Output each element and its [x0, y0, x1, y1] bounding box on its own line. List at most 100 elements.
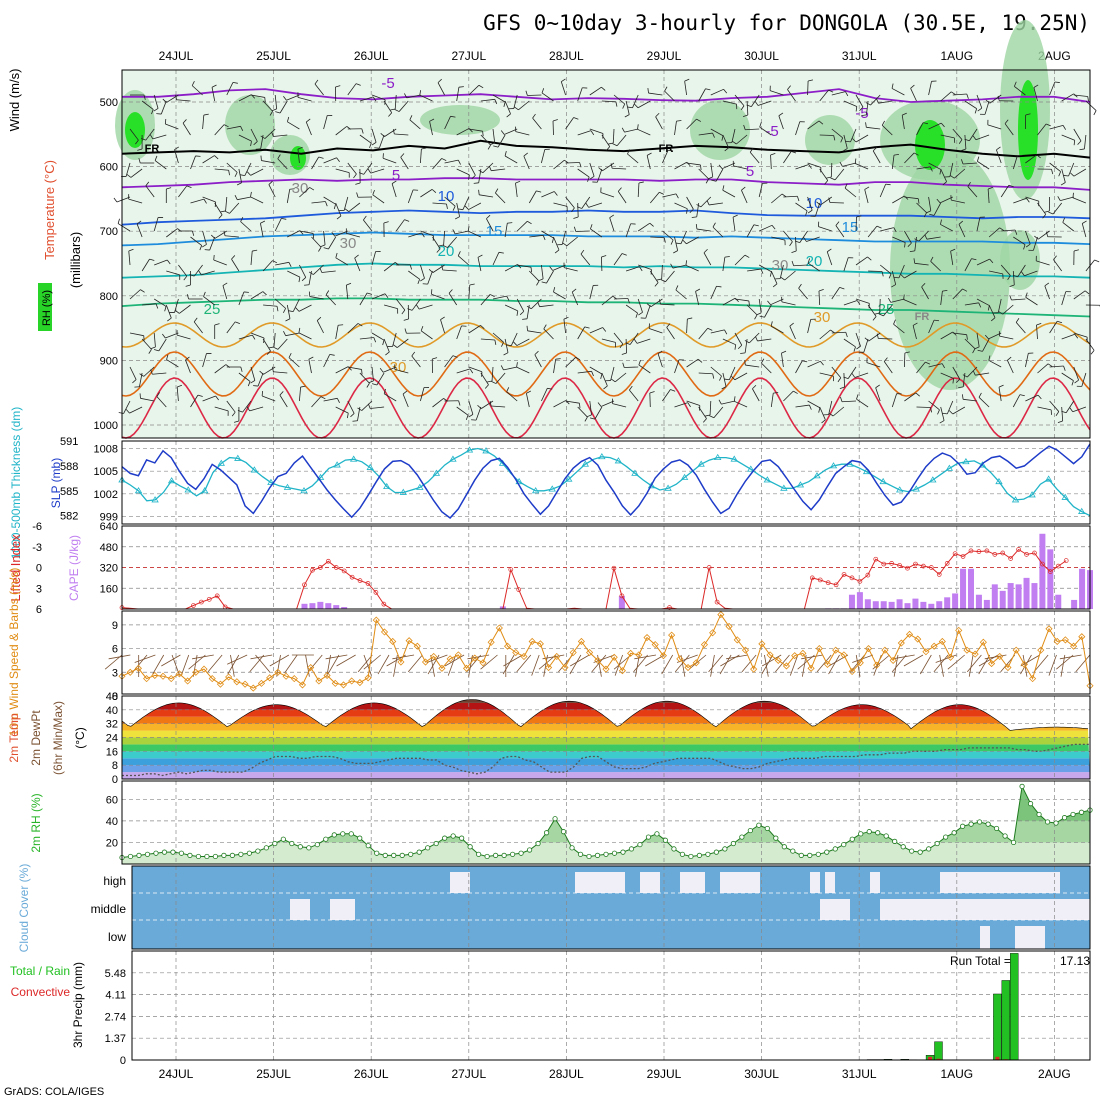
upper-wind-barb	[257, 372, 264, 387]
upper-wind-barb	[420, 264, 425, 279]
isotherm-5	[121, 177, 1091, 191]
upper-wind-barb-flag	[789, 322, 794, 327]
cape-bar	[888, 601, 895, 609]
upper-wind-barb-flag	[162, 333, 166, 339]
upper-wind-barb-flag	[629, 385, 633, 391]
cape-bar	[848, 594, 855, 609]
upper-wind-barb	[625, 100, 630, 115]
upper-wind-barb	[1037, 123, 1047, 136]
upper-wind-barb	[516, 338, 530, 346]
upper-wind-barb	[850, 128, 857, 143]
surface-wind-barb	[325, 654, 348, 660]
upper-wind-barb-flag	[913, 152, 919, 156]
upper-wind-barb	[946, 400, 954, 415]
thickness-point	[647, 482, 656, 489]
surface-wind-barb	[966, 654, 982, 673]
upper-wind-barb	[242, 400, 252, 413]
upper-wind-barb	[710, 329, 725, 334]
upper-wind-barb	[577, 326, 586, 340]
rh-point	[943, 834, 949, 840]
upper-wind-barb	[747, 268, 762, 272]
upper-wind-barb-flag	[589, 417, 596, 420]
surface-wind-barb	[1048, 654, 1057, 676]
upper-wind-barb-flag	[259, 370, 264, 375]
upper-wind-barb	[795, 236, 797, 252]
upper-wind-barb-flag	[997, 95, 1000, 101]
wind-speed-point	[159, 672, 167, 680]
thickness-point	[449, 455, 457, 462]
upper-wind-barb	[226, 125, 241, 130]
upper-wind-barb-flag	[1013, 81, 1017, 87]
upper-wind-barb-flag	[881, 271, 884, 277]
upper-wind-barb	[382, 157, 397, 164]
upper-wind-barb-flag	[639, 266, 643, 272]
upper-wind-barb-flag	[323, 247, 329, 250]
upper-wind-barb	[1073, 366, 1079, 381]
upper-wind-barb-flag	[789, 241, 793, 247]
li-point	[833, 582, 839, 588]
upper-wind-barb	[383, 366, 397, 373]
upper-wind-barb	[125, 162, 131, 177]
upper-wind-barb-flag	[627, 149, 630, 155]
upper-wind-barb-flag	[590, 224, 593, 230]
upper-wind-barb-flag	[597, 402, 602, 407]
wind-speed-point	[709, 629, 717, 637]
upper-wind-barb-flag	[329, 354, 335, 356]
upper-wind-barb-flag	[153, 349, 159, 352]
upper-wind-barb	[940, 372, 954, 379]
rh-saturated-blob	[915, 120, 945, 170]
upper-wind-barb-flag	[705, 88, 711, 91]
upper-wind-barb	[891, 155, 895, 170]
upper-wind-barb-flag	[489, 142, 495, 146]
rh-point	[543, 830, 550, 836]
upper-wind-barb-flag	[125, 409, 130, 414]
thickness-point	[730, 455, 738, 462]
wind-speed-point	[741, 646, 750, 654]
upper-wind-barb	[224, 235, 239, 238]
upper-wind-barb-flag	[189, 273, 195, 277]
upper-wind-barb-flag	[904, 351, 910, 354]
upper-wind-barb	[480, 134, 491, 146]
upper-wind-barb	[238, 334, 253, 340]
upper-wind-barb-flag	[702, 418, 707, 423]
upper-wind-barb	[1072, 406, 1087, 413]
li-point	[857, 578, 863, 584]
upper-wind-barb	[685, 264, 699, 272]
upper-wind-barb-flag	[233, 420, 240, 423]
cape-bar	[1039, 533, 1046, 609]
upper-wind-barb	[229, 202, 240, 214]
li-point	[1008, 556, 1014, 561]
upper-wind-barb-flag	[807, 209, 813, 214]
upper-wind-barb-flag	[624, 114, 630, 118]
upper-wind-barb-flag	[554, 249, 560, 254]
upper-wind-barb-flag	[1093, 110, 1097, 116]
upper-wind-barb-flag	[707, 327, 713, 331]
cloud-axis-label: Cloud Cover (%)	[17, 864, 31, 953]
rh-point	[832, 846, 838, 852]
surface-wind-barb	[207, 654, 223, 673]
upper-wind-barb-flag	[967, 182, 971, 187]
upper-wind-barb	[855, 134, 869, 143]
upper-wind-barb-flag	[275, 111, 281, 114]
upper-wind-barb	[384, 128, 397, 137]
upper-wind-barb	[407, 189, 414, 204]
upper-wind-barb	[749, 332, 760, 344]
upper-wind-barb	[456, 168, 470, 176]
wind-speed-point	[307, 663, 315, 672]
upper-wind-barb-flag	[964, 138, 970, 142]
upper-wind-barb-flag	[1073, 140, 1076, 146]
upper-wind-barb	[1049, 81, 1056, 96]
upper-wind-barb	[963, 162, 978, 165]
upper-wind-barb-flag	[185, 284, 191, 287]
upper-wind-barb-flag	[1009, 284, 1015, 288]
upper-wind-barb-flag	[186, 294, 189, 300]
upper-wind-barb	[807, 319, 812, 334]
upper-wind-barb-flag	[752, 384, 757, 390]
upper-wind-barb	[128, 198, 143, 204]
thickness-point	[680, 473, 689, 480]
upper-wind-barb-flag	[865, 102, 871, 106]
upper-wind-barb	[832, 406, 845, 417]
upper-wind-barb-flag	[912, 322, 918, 326]
rh-point	[671, 846, 677, 852]
li-point	[1047, 569, 1053, 575]
